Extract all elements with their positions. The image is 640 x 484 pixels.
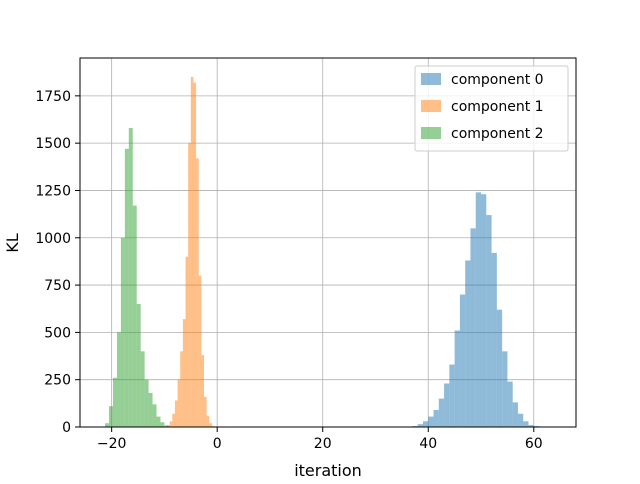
histogram-bar-component-2 [120,237,125,427]
histogram-bar-component-0 [496,309,503,427]
y-tick-label: 1250 [35,183,71,199]
histogram-bar-component-2 [148,392,153,427]
x-tick-label: −20 [97,436,127,452]
histogram-bar-component-0 [454,330,460,427]
x-tick-label: 0 [213,436,222,452]
histogram-bar-component-0 [512,402,518,427]
histogram-bar-component-0 [507,381,513,427]
y-tick-label: 500 [44,325,71,341]
legend-swatch-component-0 [421,73,441,85]
histogram-bar-component-0 [486,215,492,427]
histogram-bar-component-2 [152,404,157,427]
histogram-bar-component-0 [433,409,439,427]
y-axis-label: KL [3,233,22,252]
histogram-bar-component-0 [502,351,508,427]
grid [80,58,576,428]
legend: component 0 component 1 component 2 [414,65,569,152]
y-tick-label: 1750 [35,89,71,105]
histogram-bar-component-0 [517,413,524,427]
histogram-bar-component-1 [172,413,175,427]
histogram-bar-component-1 [177,379,181,427]
plot-frame [79,57,577,428]
x-tick-label: 20 [314,436,332,452]
y-tick-label: 0 [62,420,71,436]
histogram-bar-component-2 [144,379,149,427]
histogram-bar-component-0 [470,228,476,427]
histogram-bar-component-1 [206,415,210,427]
histogram-bar-component-1 [188,143,191,427]
histogram-bar-component-2 [164,425,169,427]
x-axis-ticks: −20 0 20 40 60 [97,427,543,452]
histogram-bar-component-0 [428,416,434,427]
histogram-bar-component-2 [140,351,145,427]
histogram-bar-component-1 [180,351,183,427]
histogram-bar-component-0 [475,192,482,427]
histogram-bar-component-0 [449,364,455,427]
histogram-bar-component-0 [417,424,423,427]
histogram-bar-component-0 [491,252,497,427]
legend-swatch-component-2 [421,127,441,139]
histogram-bar-component-2 [109,406,113,427]
histogram-bar-component-1 [193,82,197,427]
histogram-bar-component-2 [156,416,161,427]
histogram-bar-component-0 [438,398,445,427]
histogram-bar-component-1 [169,421,173,427]
legend-box [414,65,569,152]
histogram-bar-component-2 [132,205,137,427]
histogram-bar-component-1 [185,256,189,427]
histogram-bar-component-1 [190,76,194,427]
legend-label-component-1: component 1 [451,99,544,115]
histogram-bar-component-2 [136,304,141,427]
y-tick-label: 250 [44,373,71,389]
y-tick-label: 1000 [35,231,71,247]
histogram-bar-component-1 [201,355,204,427]
histogram-bar-component-2 [128,128,133,427]
histogram-bar-component-0 [422,421,429,427]
histogram-bar-component-1 [204,396,207,427]
histogram-bars [105,76,540,428]
y-axis-ticks: 0 250 500 750 1000 1250 1500 1750 [35,89,80,436]
x-axis-label: iteration [294,461,362,480]
y-tick-label: 1500 [35,136,71,152]
x-tick-label: 40 [419,436,437,452]
histogram-bar-component-1 [174,400,178,427]
histogram-bar-component-1 [198,275,202,427]
legend-label-component-2: component 2 [451,126,544,142]
histogram-bar-component-2 [105,423,110,427]
histogram-bar-component-1 [196,158,199,428]
x-tick-label: 60 [525,436,543,452]
histogram-bar-component-1 [182,319,186,427]
histogram-bar-component-2 [160,422,165,427]
legend-swatch-component-1 [421,100,441,112]
histogram-bar-component-2 [112,377,117,427]
histogram-bar-component-0 [528,425,534,427]
histogram-bar-component-0 [481,194,487,427]
histogram-bar-component-0 [459,294,466,427]
legend-label-component-0: component 0 [451,72,544,88]
y-tick-label: 750 [44,278,71,294]
histogram-bar-component-0 [444,383,450,427]
histogram-bar-component-0 [523,421,529,427]
histogram-bar-component-2 [116,332,121,427]
histogram-bar-component-0 [465,260,471,427]
histogram-bar-component-1 [209,423,212,427]
histogram-bar-component-2 [124,148,129,428]
